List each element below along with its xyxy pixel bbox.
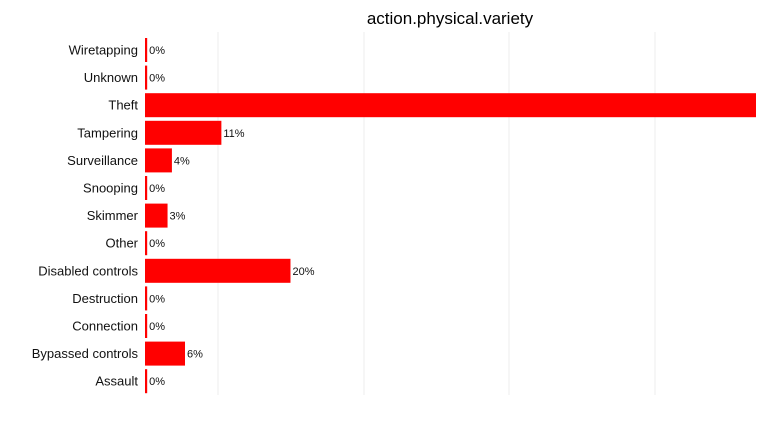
category-label: Tampering	[77, 125, 138, 140]
value-label: 4%	[174, 155, 190, 167]
bar	[145, 148, 172, 173]
value-label: 0%	[149, 238, 165, 250]
bar	[145, 314, 148, 338]
bar	[145, 231, 148, 256]
value-label: 0%	[149, 321, 165, 333]
chart-title: action.physical.variety	[367, 9, 534, 28]
grid-lines	[217, 32, 656, 395]
value-label: 0%	[149, 45, 165, 57]
bar	[145, 286, 148, 311]
bar	[145, 38, 148, 62]
value-label: 0%	[149, 183, 165, 195]
bar	[145, 341, 186, 366]
category-labels: Wiretapping Unknown Theft Tampering Surveill…	[32, 43, 139, 389]
value-label: 20%	[292, 266, 314, 278]
category-label: Destruction	[72, 291, 138, 306]
bar	[145, 258, 291, 283]
bars	[145, 38, 756, 394]
value-label: 0%	[149, 293, 165, 305]
value-label: 0%	[149, 376, 165, 388]
category-label: Disabled controls	[38, 263, 138, 278]
bar	[145, 203, 168, 228]
bar	[145, 120, 222, 145]
category-label: Snooping	[83, 181, 138, 196]
category-label: Skimmer	[87, 208, 139, 223]
value-label: 3%	[170, 211, 186, 223]
category-label: Wiretapping	[69, 43, 138, 58]
category-label: Surveillance	[67, 153, 138, 168]
value-label: 11%	[223, 128, 244, 140]
value-labels: 0% 0% 11% 4% 0% 3% 0% 20% 0% 0% 6% 0%	[149, 45, 315, 388]
category-label: Connection	[72, 319, 138, 334]
value-label: 6%	[187, 349, 203, 361]
category-label: Bypassed controls	[32, 346, 139, 361]
category-label: Theft	[108, 98, 138, 113]
category-label: Unknown	[84, 70, 138, 85]
category-label: Assault	[95, 374, 138, 389]
value-label: 0%	[149, 73, 165, 85]
category-label: Other	[105, 236, 138, 251]
bar	[145, 369, 148, 394]
bar	[145, 93, 756, 118]
bar	[145, 65, 148, 90]
bar	[145, 176, 148, 200]
